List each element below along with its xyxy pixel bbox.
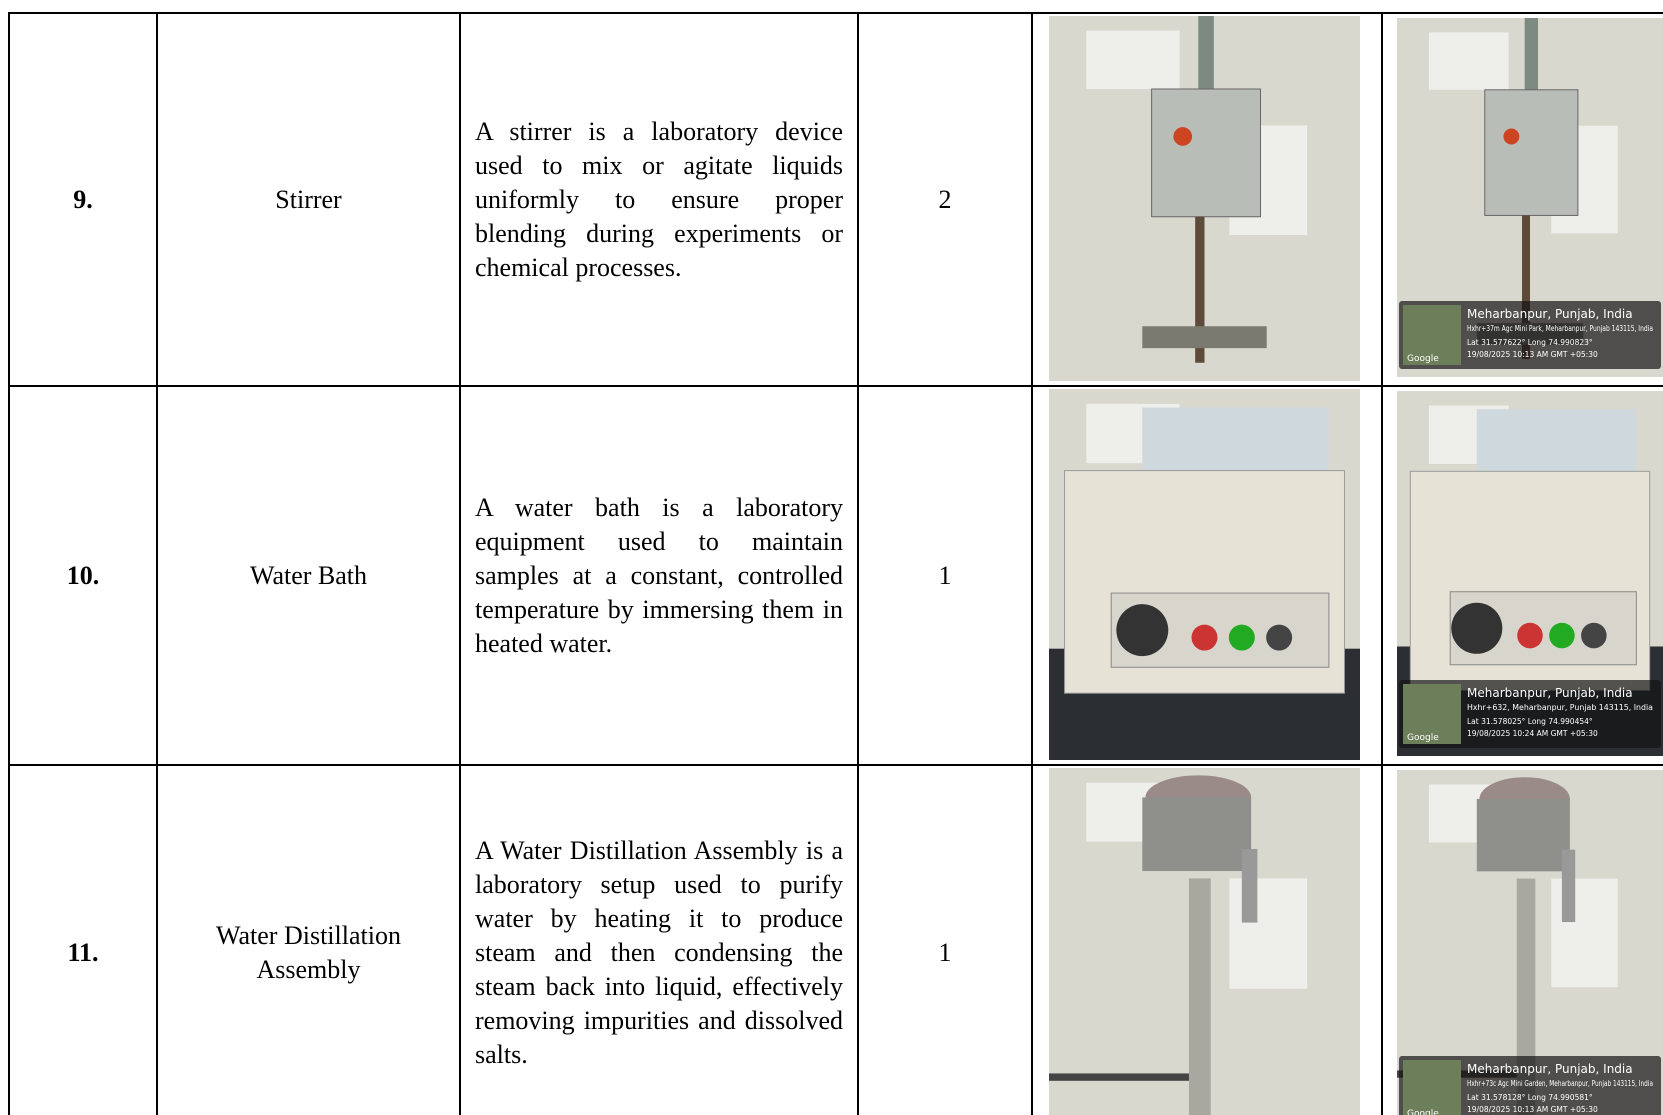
dial xyxy=(1116,604,1169,657)
coords: Lat 31.577622° Long 74.990823° xyxy=(1467,338,1593,347)
row-number: 11. xyxy=(67,938,99,967)
row-number: 10. xyxy=(66,560,100,590)
description: A stirrer is a laboratory device used to… xyxy=(475,116,843,282)
base xyxy=(1142,326,1267,349)
map-label: Google xyxy=(1407,1109,1439,1115)
photo: Google Meharbanpur, Punjab, India Hxhr+632… xyxy=(1397,391,1663,756)
gps-overlay: Google Meharbanpur, Punjab, India Hxhr+73c… xyxy=(1399,1056,1661,1115)
table-cell: 9. xyxy=(8,12,156,385)
photo: Google Meharbanpur, Punjab, India Hxhr+73c… xyxy=(1397,770,1663,1115)
stirrer-body xyxy=(1151,88,1261,218)
table-cell: A water bath is a laboratory equipment u… xyxy=(459,385,857,764)
paper xyxy=(1428,32,1509,90)
dial xyxy=(1451,602,1503,654)
map xyxy=(1403,305,1461,365)
map xyxy=(1403,1060,1461,1115)
time: 19/08/2025 10:13 AM GMT +05:30 xyxy=(1467,1105,1598,1114)
place: Meharbanpur, Punjab, India xyxy=(1467,686,1633,700)
equipment-name: Stirrer xyxy=(275,184,342,214)
address: Hxhr+37m Agc Mini Park, Meharbanpur, Pun… xyxy=(1467,324,1653,333)
clamp-rod xyxy=(1049,1073,1189,1081)
table-cell: A Water Distillation Assembly is a labor… xyxy=(459,764,857,1115)
map-label: Google xyxy=(1407,354,1439,364)
photo xyxy=(1049,768,1360,1115)
table-cell: 2 xyxy=(857,12,1031,385)
quantity: 2 xyxy=(938,184,952,214)
column xyxy=(1516,878,1536,1115)
place: Meharbanpur, Punjab, India xyxy=(1467,307,1633,321)
rod xyxy=(1522,215,1530,360)
table-cell xyxy=(1031,764,1381,1115)
condenser xyxy=(1241,848,1258,923)
map-label: Google xyxy=(1407,733,1439,743)
photo xyxy=(1049,16,1360,381)
quantity: 1 xyxy=(938,560,952,590)
overlay-box xyxy=(1399,1056,1661,1115)
equipment-name: Water Bath xyxy=(249,560,368,590)
lamp xyxy=(1191,624,1218,651)
lamp xyxy=(1581,622,1607,649)
map xyxy=(1403,684,1461,744)
switch xyxy=(1173,127,1193,146)
column xyxy=(1188,878,1211,1115)
switch xyxy=(1503,128,1520,145)
table-cell: Water Bath xyxy=(156,385,459,764)
gps-overlay: Google Meharbanpur, Punjab, India Hxhr+37m… xyxy=(1399,301,1661,369)
table-cell xyxy=(1381,764,1663,1115)
boiler xyxy=(1476,798,1570,872)
overlay-box xyxy=(1399,680,1661,748)
stirrer-body xyxy=(1484,89,1579,216)
table-cell xyxy=(1381,385,1663,764)
paper xyxy=(1229,878,1308,989)
address: Hxhr+632, Meharbanpur, Punjab 143115, In… xyxy=(1467,703,1653,712)
table-cell xyxy=(1031,12,1381,385)
place: Meharbanpur, Punjab, India xyxy=(1467,1062,1633,1076)
overlay-box xyxy=(1399,301,1661,369)
lamp xyxy=(1266,624,1293,651)
table-cell xyxy=(1031,385,1381,764)
paper xyxy=(1086,30,1180,90)
table-cell: Stirrer xyxy=(156,12,459,385)
table-cell: 1 xyxy=(857,764,1031,1115)
photo xyxy=(1049,389,1360,760)
table-cell: Water Distillation Assembly xyxy=(156,764,459,1115)
equipment-name: Water Distillation Assembly xyxy=(216,921,401,984)
time: 19/08/2025 10:24 AM GMT +05:30 xyxy=(1467,729,1598,738)
table-cell: 10. xyxy=(8,385,156,764)
coords: Lat 31.578025° Long 74.990454° xyxy=(1467,717,1593,726)
address: Hxhr+73c Agc Mini Garden, Meharbanpur, P… xyxy=(1467,1079,1653,1088)
description: A water bath is a laboratory equipment u… xyxy=(475,492,843,658)
table-cell xyxy=(1381,12,1663,385)
condenser xyxy=(1561,849,1576,923)
rod xyxy=(1195,216,1205,363)
lamp xyxy=(1549,622,1575,649)
boiler xyxy=(1142,797,1252,872)
lamp xyxy=(1517,622,1543,649)
table-cell: A stirrer is a laboratory device used to… xyxy=(459,12,857,385)
gps-overlay: Google Meharbanpur, Punjab, India Hxhr+632… xyxy=(1399,680,1661,748)
row-number: 9. xyxy=(73,184,93,214)
table-cell: 1 xyxy=(857,385,1031,764)
lamp xyxy=(1228,624,1255,651)
description: A Water Distillation Assembly is a labor… xyxy=(475,836,843,1069)
coords: Lat 31.578128° Long 74.990581° xyxy=(1467,1093,1593,1102)
time: 19/08/2025 10:13 AM GMT +05:30 xyxy=(1467,350,1598,359)
photo: Google Meharbanpur, Punjab, India Hxhr+37m… xyxy=(1397,18,1663,377)
table-cell: 11. xyxy=(8,764,156,1115)
paper xyxy=(1551,878,1618,988)
quantity: 1 xyxy=(938,938,952,967)
